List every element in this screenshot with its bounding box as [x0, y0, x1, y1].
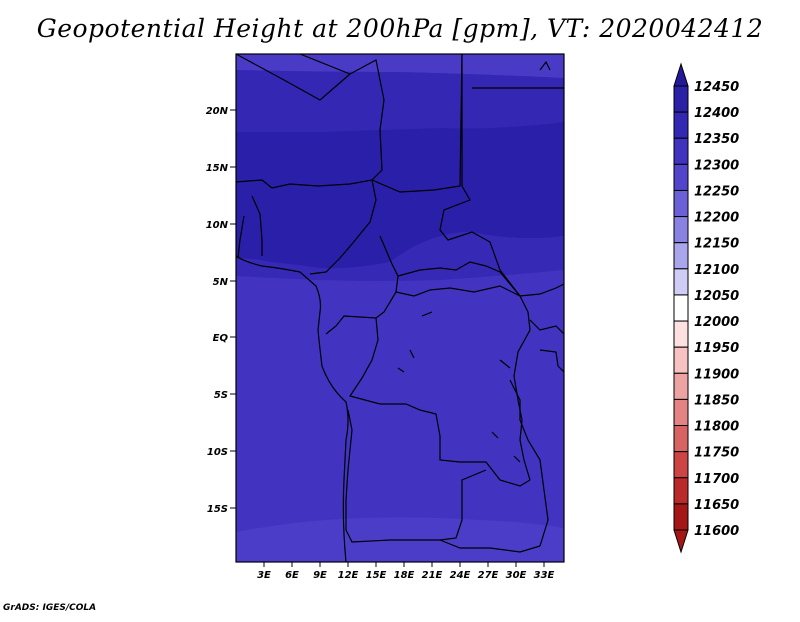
uganda-border — [529, 319, 564, 335]
lon-label: 24E — [450, 570, 471, 581]
colorbar-level-label: 12150 — [694, 237, 739, 252]
colorbar-level-label: 11700 — [694, 472, 739, 487]
contour-field — [236, 54, 564, 562]
car-border — [397, 261, 521, 297]
country-borders — [236, 54, 564, 562]
colorbar-box — [673, 451, 689, 479]
contour-band-12350 — [236, 70, 564, 132]
lake-outlines — [397, 311, 521, 463]
colorbar-level-label: 12200 — [694, 211, 739, 226]
lon-label: 33E — [534, 570, 555, 581]
colorbar-level-label: 11950 — [694, 341, 739, 356]
lat-label: 10N — [206, 220, 229, 231]
colorbar-level-label: 11600 — [694, 524, 739, 539]
contour-band-12350-south — [236, 232, 564, 281]
colorbar-box — [673, 137, 689, 165]
togo-border — [237, 215, 245, 259]
contour-band-north-light — [236, 54, 564, 78]
colorbar-box — [673, 242, 689, 270]
plot-frame — [235, 53, 565, 563]
colorbar-level-label: 12300 — [694, 158, 739, 173]
contour-band-12400 — [236, 122, 564, 269]
colorbar-level-label: 11900 — [694, 367, 739, 382]
lat-label: 5S — [214, 390, 228, 401]
rift-lakes-outline — [509, 379, 549, 547]
colorbar-box — [673, 503, 689, 531]
lon-label: 27E — [478, 570, 499, 581]
lon-label: 21E — [422, 570, 443, 581]
drc-east-border — [395, 285, 531, 481]
southern-border — [439, 539, 541, 553]
colorbar-level-label: 12000 — [694, 315, 739, 330]
colorbar-level-label: 12350 — [694, 132, 739, 147]
colorbar-box — [673, 111, 689, 139]
map-title: Geopotential Height at 200hPa [gpm], VT:… — [36, 14, 764, 43]
lat-label: 15N — [206, 163, 229, 174]
lon-label: 12E — [338, 570, 359, 581]
cameroon-borders — [325, 235, 399, 335]
sinai-outline — [539, 60, 551, 71]
colorbar-level-label: 11650 — [694, 498, 739, 513]
colorbar-box — [673, 320, 689, 348]
chad-sudan-borders — [439, 54, 564, 297]
colorbar-box — [673, 398, 689, 427]
colorbar-top-triangle — [673, 62, 689, 87]
lon-label: 9E — [313, 570, 327, 581]
colorbar-level-label: 11750 — [694, 446, 739, 461]
lake-victoria-border — [539, 349, 564, 373]
lon-label: 18E — [394, 570, 415, 581]
lon-axis — [263, 562, 545, 567]
colorbar-box — [673, 189, 689, 218]
colorbar-box — [673, 85, 689, 113]
lon-label: 15E — [366, 570, 387, 581]
colorbar-level-label: 12400 — [694, 106, 739, 121]
lat-label: 20N — [206, 106, 229, 117]
lat-label: EQ — [213, 333, 229, 344]
colorbar-level-label: 12100 — [694, 263, 739, 278]
lat-axis — [230, 109, 236, 509]
lat-label: 5N — [213, 277, 229, 288]
mali-border — [236, 54, 351, 101]
colorbar-level-label: 11850 — [694, 393, 739, 408]
colorbar-box — [673, 268, 689, 296]
colorbar-box — [673, 477, 689, 505]
colorbar-box — [673, 372, 689, 400]
colorbar-box — [673, 294, 689, 322]
colorbar-box — [673, 346, 689, 374]
nigeria-cameroon-border — [309, 179, 377, 275]
colorbar-bottom-triangle — [673, 529, 689, 554]
colorbar-level-label: 12050 — [694, 289, 739, 304]
colorbar-box — [673, 425, 689, 453]
lat-label: 10S — [207, 447, 228, 458]
lat-label: 15S — [207, 504, 228, 515]
lon-label: 6E — [285, 570, 299, 581]
lon-label: 3E — [257, 570, 271, 581]
colorbar-level-label: 12250 — [694, 184, 739, 199]
sahel-borders — [236, 54, 463, 193]
west-coastline — [236, 255, 349, 562]
colorbar: 12450 12400 12350 12300 12250 12200 12150 12100… — [673, 62, 739, 554]
colorbar-box — [673, 216, 689, 244]
benin-border — [251, 195, 263, 256]
lon-label: 30E — [506, 570, 527, 581]
drc-south-border — [349, 317, 531, 487]
angola-border — [345, 409, 487, 543]
colorbar-box — [673, 163, 689, 191]
colorbar-level-label: 12450 — [694, 80, 739, 95]
grads-credit: GrADS: IGES/COLA — [3, 603, 97, 613]
colorbar-level-label: 11800 — [694, 420, 739, 435]
